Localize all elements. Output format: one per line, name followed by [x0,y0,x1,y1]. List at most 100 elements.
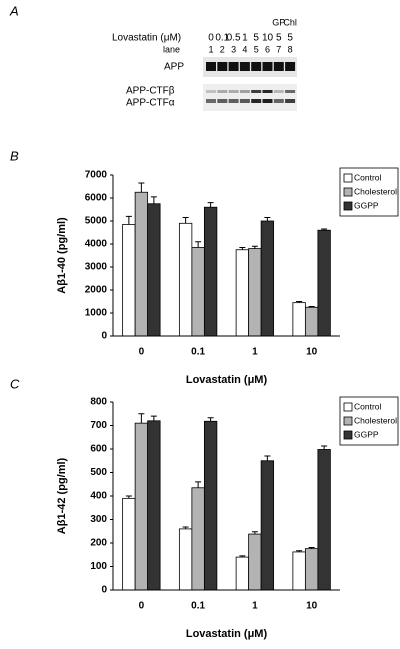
error-bar [264,455,271,461]
error-bar [264,217,271,221]
band [251,99,262,103]
lane-concentration: 5 [253,33,259,44]
band [285,90,296,93]
lane-concentration: 1 [242,33,248,44]
error-bar [239,555,246,558]
bar [260,220,275,337]
bar [248,533,262,591]
x-tick-label: 1 [252,347,258,358]
bar [292,551,306,591]
blot-label: APP-CTFβ [126,86,175,97]
bar [122,497,136,591]
lane-treatment: GP [272,17,285,27]
y-tick-label: 5000 [85,216,108,227]
legend-label: GGPP [354,429,379,439]
error-bar [321,228,328,231]
bar [292,302,306,337]
blot-ctf [203,84,297,111]
error-bar [150,415,157,421]
lane-label: lane [163,44,180,54]
band [217,90,228,93]
bar [317,449,331,591]
y-tick-label: 2000 [85,285,108,296]
y-tick-label: 700 [90,420,107,431]
lane-concentration: 0.1 [215,33,229,44]
legend-label: GGPP [354,200,379,210]
x-tick-label: 0.1 [191,347,205,358]
bar [134,422,149,591]
y-tick-label: 4000 [85,239,108,250]
band [251,62,262,71]
bar [203,420,218,591]
x-tick-label: 0 [139,347,145,358]
bar [178,528,193,591]
error-bar [138,182,145,193]
legend-label: Cholesterol [354,186,397,196]
x-tick-label: 1 [252,601,258,612]
error-bar [195,241,202,248]
y-axis-title: Aβ1-40 (pg/ml) [56,217,68,294]
x-axis-title: Lovastatin (μM) [186,628,268,640]
band [228,90,239,93]
y-tick-label: 1000 [85,308,108,319]
bar [317,229,331,337]
legend-swatch [343,173,353,183]
band [217,62,228,71]
panel-label: B [10,148,19,163]
legend-label: Cholesterol [354,415,397,425]
lane-concentration: 0.5 [227,33,241,44]
bar [147,420,161,591]
error-bar [182,526,189,529]
x-tick-label: 10 [306,347,318,358]
y-tick-label: 3000 [85,262,108,273]
legend-swatch [343,430,353,440]
error-bar [251,531,258,535]
lane-number: 7 [276,44,281,54]
lane-concentration: 10 [262,33,274,44]
lane-number: 8 [288,44,293,54]
blot-label: APP [164,62,184,73]
y-tick-label: 100 [90,561,107,572]
x-tick-label: 10 [306,601,318,612]
band [217,99,228,103]
legend-label: Control [354,172,382,182]
y-tick-label: 7000 [85,170,108,181]
band [251,90,262,93]
bar [235,249,250,337]
legend-swatch [343,201,353,211]
error-bar [207,202,214,208]
lane-concentration: 5 [276,33,282,44]
x-axis-title: Lovastatin (μM) [186,374,268,386]
band [228,62,239,71]
error-bar [138,413,145,424]
x-tick-label: 0.1 [191,601,205,612]
error-bar [296,550,303,552]
bar [260,460,275,591]
band [262,99,273,103]
y-tick-label: 6000 [85,193,108,204]
error-bar [207,417,214,422]
legend-swatch [343,187,353,197]
bar [134,191,149,337]
y-tick-label: 800 [90,397,107,408]
error-bar [308,546,315,549]
lane-number: 2 [220,44,225,54]
legend-swatch [343,416,353,426]
bar [203,206,218,337]
bar [304,548,319,591]
error-bar [150,196,157,204]
bar [122,224,136,337]
band [273,99,284,103]
error-bar [308,306,315,308]
band [285,99,296,103]
band [273,62,284,71]
bar [191,487,205,591]
legend-label: Control [354,401,382,411]
error-bar [321,445,328,450]
band [206,62,216,71]
bar [248,248,262,337]
y-tick-label: 0 [101,331,107,342]
y-tick-label: 400 [90,491,107,502]
lane-treatment: Chl [283,17,297,27]
